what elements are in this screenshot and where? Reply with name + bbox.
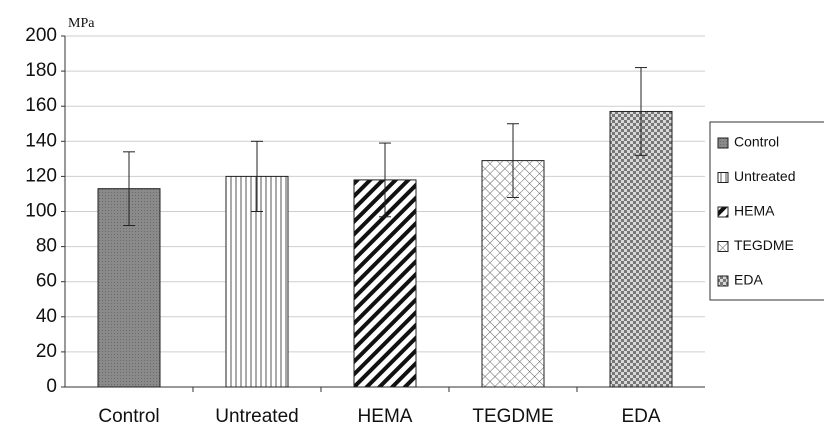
error-bar (635, 67, 647, 156)
legend-label: Control (734, 134, 779, 150)
y-tick-label: 180 (25, 60, 57, 81)
y-tick-label: 140 (25, 130, 57, 151)
y-tick-label: 120 (25, 165, 57, 186)
error-bar (251, 140, 263, 212)
y-axis-unit: MPa (68, 16, 95, 31)
legend-box (709, 121, 824, 301)
x-tick-label: TEGDME (472, 406, 553, 427)
legend-swatch (717, 172, 729, 183)
x-tick-label: Control (98, 406, 159, 427)
y-tick-label: 40 (36, 306, 57, 327)
y-tick-label: 200 (25, 25, 57, 46)
y-tick-label: 0 (46, 376, 57, 397)
y-tick-label: 100 (25, 201, 57, 222)
y-tick-label: 160 (25, 95, 57, 116)
error-bar (123, 151, 135, 227)
x-tick-label: Untreated (215, 406, 298, 427)
y-tick-label: 20 (36, 341, 57, 362)
legend-swatch (717, 206, 729, 218)
legend-label: EDA (734, 272, 763, 288)
legend-swatch (717, 275, 729, 287)
legend-swatch (717, 137, 729, 149)
error-bar (507, 123, 519, 198)
bar (609, 110, 673, 388)
legend-label: Untreated (734, 168, 795, 184)
x-tick-label: EDA (621, 406, 660, 427)
error-bar (379, 142, 391, 218)
x-tick-label: HEMA (358, 406, 413, 427)
legend-swatch (717, 241, 729, 252)
legend-label: HEMA (734, 203, 775, 219)
y-tick-label: 80 (36, 236, 57, 257)
y-tick-label: 60 (36, 271, 57, 292)
bar (481, 160, 545, 388)
legend-label: TEGDME (734, 237, 794, 253)
